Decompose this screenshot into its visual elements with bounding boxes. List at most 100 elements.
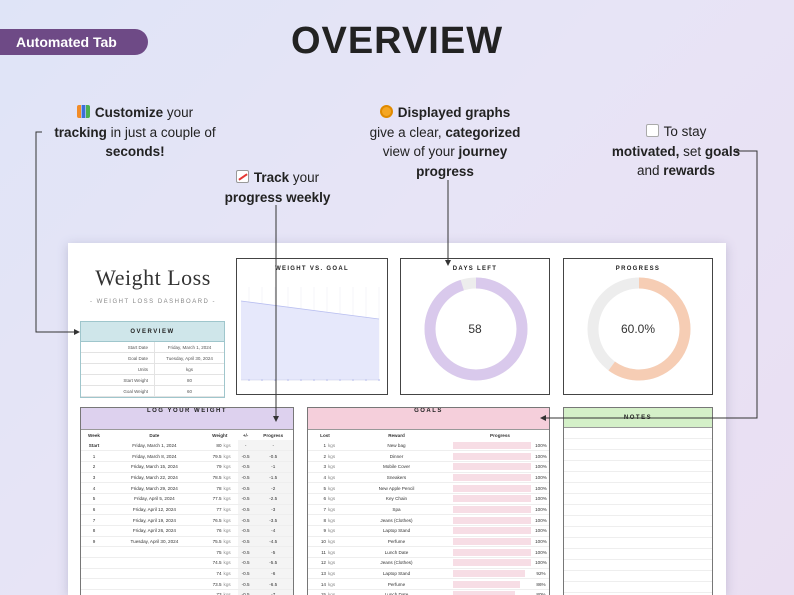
log-progress: -5 [253, 546, 293, 559]
goal-row: 6 kgs Key Chain 100% [308, 493, 549, 505]
goal-lost[interactable]: 15 [308, 589, 328, 595]
log-weight[interactable]: 79.5 [201, 450, 224, 462]
notes-panel: NOTES [563, 407, 713, 595]
goal-progress-text: 100% [533, 536, 549, 548]
goal-reward[interactable]: Laptop Stand [342, 525, 451, 537]
goal-reward[interactable]: Spa [342, 504, 451, 516]
log-weight[interactable]: 78.5 [201, 472, 224, 484]
goal-lost[interactable]: 12 [308, 557, 328, 569]
goal-reward[interactable]: Lunch Date [342, 589, 451, 595]
compass-icon [379, 105, 393, 118]
goal-reward[interactable]: Jeans (Clothes) [342, 557, 451, 569]
goal-lost[interactable]: 9 [308, 525, 328, 537]
goal-reward[interactable]: Perfume [342, 578, 451, 591]
log-weight[interactable]: 73.5 [201, 578, 224, 591]
notes-area[interactable] [564, 428, 712, 595]
log-date: Friday, April 19, 2024 [107, 514, 202, 526]
goal-row: 8 kgs Jeans (Clothes) 100% [308, 514, 549, 526]
log-week: 3 [81, 472, 107, 484]
goal-progress-text: 100% [533, 557, 549, 569]
overview-value[interactable]: 80 [186, 378, 192, 383]
progress-title: PROGRESS [615, 266, 661, 272]
goal-reward[interactable]: Mobile Cover [342, 461, 451, 473]
goal-reward[interactable]: Laptop Stand [342, 568, 451, 580]
log-change: -0.5 [237, 536, 254, 548]
log-date: Friday, April 26, 2024 [107, 525, 202, 537]
log-weight[interactable]: 80 [201, 440, 224, 452]
goal-lost[interactable]: 1 [308, 440, 328, 452]
automated-tab-badge: Automated Tab [0, 29, 148, 55]
log-date: Friday, April 5, 2024 [107, 493, 202, 505]
goal-reward[interactable]: Dinner [342, 450, 451, 462]
callout-track: Track your progress weekly [224, 170, 331, 205]
goal-row: 5 kgs New Apple Pencil 100% [308, 482, 549, 494]
goals-col-progress: Progress [490, 432, 510, 438]
goal-progress-text: 100% [533, 472, 549, 484]
log-weight[interactable]: 75 [201, 546, 224, 559]
log-week [81, 557, 107, 569]
goal-reward[interactable]: Sneakers [342, 472, 451, 484]
goal-reward[interactable]: Jeans (Clothes) [342, 514, 451, 526]
overview-value[interactable]: 60 [186, 389, 192, 394]
log-week: Start [81, 440, 107, 452]
goal-lost[interactable]: 4 [308, 472, 328, 484]
log-unit: kgs [223, 461, 238, 473]
goal-unit: kgs [328, 461, 342, 473]
log-week: 5 [81, 493, 107, 505]
goal-lost[interactable]: 14 [308, 578, 328, 591]
callout-customize: Customize your tracking in just a couple… [54, 105, 216, 159]
log-date [107, 568, 202, 580]
log-weight[interactable]: 74 [201, 568, 224, 580]
log-row: 6 Friday, April 12, 2024 77 kgs -0.5 -3 [81, 504, 293, 516]
goal-reward[interactable]: Perfume [342, 536, 451, 548]
log-change: -0.5 [237, 525, 254, 537]
overview-value[interactable]: kgs [185, 367, 193, 372]
goal-lost[interactable]: 13 [308, 568, 328, 580]
log-weight[interactable]: 73 [201, 589, 224, 595]
overview-row: Start Weight 80 [81, 375, 224, 386]
goal-lost[interactable]: 8 [308, 514, 328, 526]
goal-lost[interactable]: 2 [308, 450, 328, 462]
goal-lost[interactable]: 11 [308, 546, 328, 559]
log-change: -0.5 [237, 546, 254, 559]
goal-progress-bar [451, 493, 533, 505]
log-weight[interactable]: 78 [201, 482, 224, 494]
goal-lost[interactable]: 3 [308, 461, 328, 473]
log-unit: kgs [223, 514, 238, 526]
log-weight[interactable]: 79 [201, 461, 224, 473]
goal-unit: kgs [328, 514, 342, 526]
callout-graphs: Displayed graphs give a clear, categoriz… [369, 105, 521, 179]
dashboard-subtitle: - WEIGHT LOSS DASHBOARD - [89, 299, 217, 305]
goal-lost[interactable]: 5 [308, 482, 328, 494]
log-weight[interactable]: 76 [201, 525, 224, 537]
log-weight[interactable]: 77.5 [201, 493, 224, 505]
goal-progress-text: 100% [533, 493, 549, 505]
log-weight[interactable]: 77 [201, 504, 224, 516]
goal-reward[interactable]: Key Chain [342, 493, 451, 505]
goal-reward[interactable]: New Apple Pencil [342, 482, 451, 494]
log-weight[interactable]: 76.5 [201, 514, 224, 526]
log-unit: kgs [223, 440, 238, 452]
log-change: -0.5 [237, 568, 254, 580]
goal-row: 2 kgs Dinner 100% [308, 450, 549, 462]
goal-reward[interactable]: New bag [342, 440, 451, 452]
log-progress: -4.5 [253, 536, 293, 548]
days-left-title: DAYS LEFT [452, 266, 498, 272]
goal-lost[interactable]: 7 [308, 504, 328, 516]
log-weight[interactable]: 75.5 [201, 536, 224, 548]
log-week [81, 568, 107, 580]
goal-lost[interactable]: 10 [308, 536, 328, 548]
log-date [107, 557, 202, 569]
log-progress: -3.5 [253, 514, 293, 526]
notepad-icon [645, 124, 659, 137]
overview-value[interactable]: Friday, March 1, 2024 [167, 345, 212, 350]
log-date: Friday, March 8, 2024 [107, 450, 202, 462]
goal-lost[interactable]: 6 [308, 493, 328, 505]
overview-value[interactable]: Tuesday, April 30, 2024 [166, 356, 213, 361]
log-weight[interactable]: 74.5 [201, 557, 224, 569]
goal-progress-fill [453, 516, 531, 524]
goal-reward[interactable]: Lunch Date [342, 546, 451, 559]
goal-unit: kgs [328, 493, 342, 505]
log-week: 1 [81, 450, 107, 462]
